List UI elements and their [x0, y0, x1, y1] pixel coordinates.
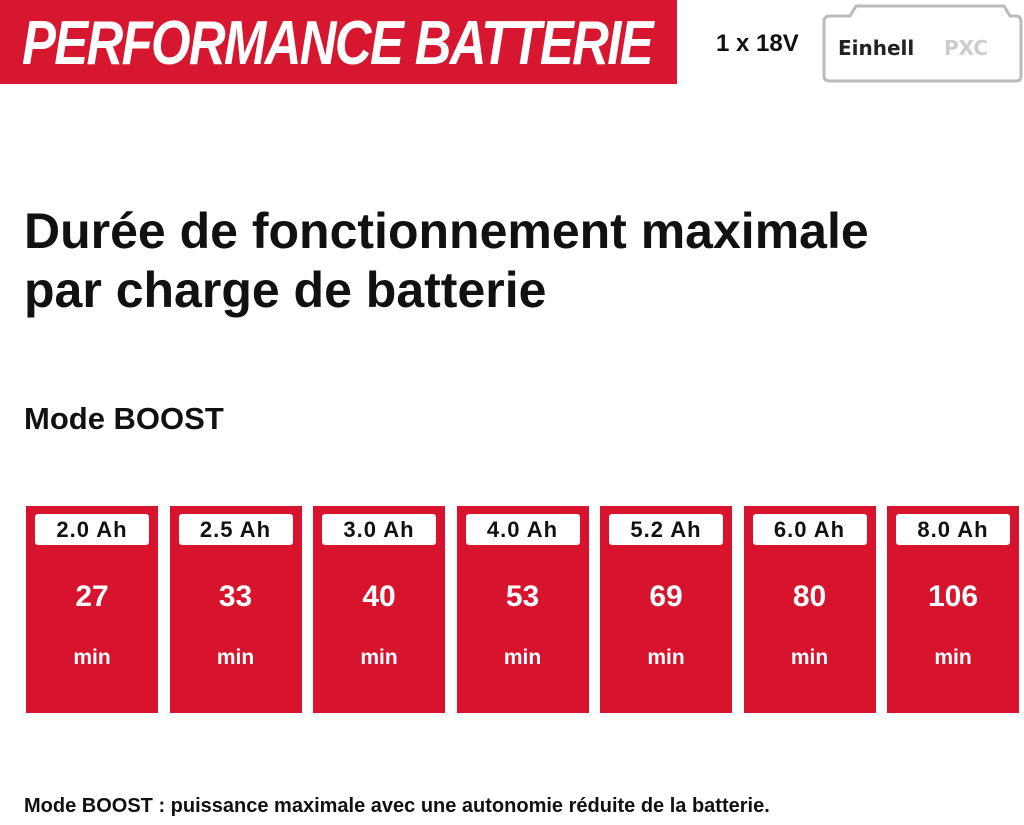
battery-card: 6.0 Ah 80 min: [743, 506, 876, 713]
logo-outline: [822, 4, 1023, 83]
voltage: 1 x 18V: [716, 30, 799, 57]
runtime-value: 40: [362, 580, 396, 613]
runtime-value: 53: [505, 580, 540, 613]
capacity-label: 2.5 Ah: [178, 514, 293, 545]
runtime-unit: min: [934, 646, 972, 669]
title-line: par charge de batterie: [24, 262, 547, 318]
runtime-value: 69: [649, 580, 683, 613]
capacity-label: 8.0 Ah: [896, 514, 1010, 545]
mode-label: Mode BOOST: [24, 401, 224, 436]
runtime-value: 33: [218, 580, 253, 613]
runtime-unit: min: [73, 646, 111, 669]
logo-suffix: PXC: [944, 36, 988, 60]
capacity-label: 3.0 Ah: [322, 514, 436, 545]
runtime-unit: min: [360, 646, 398, 669]
runtime-value: 80: [792, 580, 827, 613]
logo: Einhell PXC: [822, 4, 1023, 83]
banner: [0, 0, 677, 84]
runtime-unit: min: [647, 646, 685, 669]
banner-text: PERFORMANCE BATTERIE: [22, 9, 654, 78]
battery-card: 3.0 Ah 40 min: [313, 506, 445, 713]
battery-card: 4.0 Ah 53 min: [456, 506, 589, 713]
capacity-label: 5.2 Ah: [609, 514, 723, 545]
title-line: Durée de fonctionnement maximale: [24, 203, 869, 259]
runtime-unit: min: [216, 646, 255, 669]
footnote: Mode BOOST : puissance maximale avec une…: [24, 795, 770, 817]
runtime-unit: min: [503, 646, 542, 669]
battery-card: 2.5 Ah 33 min: [169, 506, 302, 713]
capacity-label: 2.0 Ah: [35, 514, 149, 545]
capacity-label: 4.0 Ah: [465, 514, 580, 545]
battery-card: 5.2 Ah 69 min: [600, 506, 732, 713]
logo-brand: Einhell: [838, 36, 914, 60]
battery-card: 2.0 Ah 27 min: [26, 506, 158, 713]
battery-card: 8.0 Ah 106 min: [887, 506, 1019, 713]
runtime-value: 106: [927, 580, 979, 613]
runtime-value: 27: [75, 580, 109, 613]
capacity-label: 6.0 Ah: [752, 514, 867, 545]
runtime-unit: min: [790, 646, 829, 669]
